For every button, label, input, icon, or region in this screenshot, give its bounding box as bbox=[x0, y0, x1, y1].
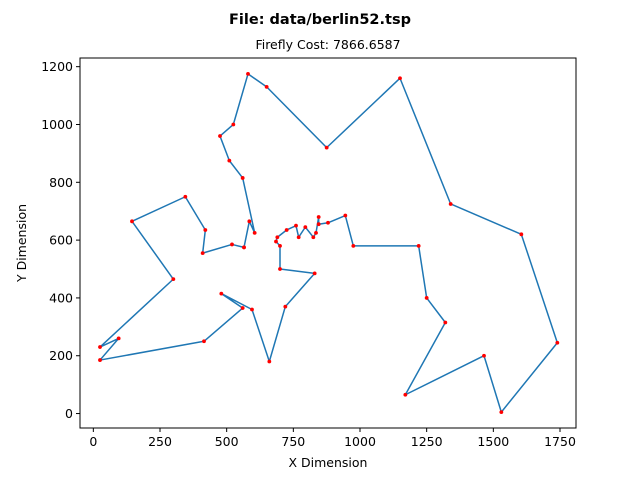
y-tick-label: 400 bbox=[49, 290, 73, 305]
city-point bbox=[171, 277, 176, 282]
city-point bbox=[250, 307, 254, 312]
city-point bbox=[240, 306, 245, 310]
city-point bbox=[555, 340, 560, 345]
x-tick-label: 1750 bbox=[544, 434, 576, 449]
city-point bbox=[98, 345, 102, 349]
city-point bbox=[424, 296, 429, 300]
y-tick-label: 0 bbox=[65, 406, 73, 421]
city-point bbox=[230, 242, 234, 247]
city-point bbox=[231, 122, 236, 127]
city-point bbox=[219, 291, 224, 296]
city-point bbox=[403, 392, 408, 397]
city-point bbox=[482, 353, 486, 358]
city-point bbox=[267, 359, 272, 364]
plot-area bbox=[98, 72, 560, 414]
y-tick-label: 1200 bbox=[41, 59, 73, 74]
city-point bbox=[324, 145, 329, 150]
city-point bbox=[351, 243, 356, 248]
city-point bbox=[398, 76, 402, 81]
city-point bbox=[242, 245, 246, 250]
city-point bbox=[218, 134, 222, 138]
route-line bbox=[99, 73, 559, 413]
city-point bbox=[275, 235, 280, 240]
city-point bbox=[202, 339, 206, 344]
city-point bbox=[448, 202, 453, 206]
city-point bbox=[203, 228, 208, 232]
x-tick-label: 0 bbox=[89, 434, 97, 449]
city-point bbox=[227, 158, 232, 163]
city-point bbox=[274, 239, 278, 244]
city-point bbox=[519, 232, 524, 237]
city-point bbox=[183, 194, 188, 199]
x-axis-ticks: 0 250 500 750 1000 1250 1500 1750 bbox=[89, 428, 576, 449]
x-tick-label: 750 bbox=[281, 434, 305, 449]
city-point bbox=[499, 410, 504, 414]
city-point bbox=[278, 243, 282, 248]
x-tick-label: 1500 bbox=[477, 434, 509, 449]
city-point bbox=[316, 215, 321, 219]
y-tick-label: 800 bbox=[49, 175, 73, 190]
tour-route bbox=[99, 73, 559, 413]
chart-title: Firefly Cost: 7866.6587 bbox=[255, 37, 400, 52]
city-point bbox=[130, 219, 134, 224]
city-point bbox=[416, 243, 421, 248]
x-tick-label: 1000 bbox=[344, 434, 376, 449]
y-tick-label: 200 bbox=[49, 348, 73, 363]
y-tick-label: 1000 bbox=[41, 117, 73, 132]
y-axis-label: Y Dimension bbox=[14, 204, 29, 283]
city-point bbox=[98, 358, 102, 362]
y-tick-label: 600 bbox=[49, 233, 73, 248]
city-point bbox=[316, 222, 321, 227]
city-point bbox=[303, 225, 308, 230]
city-point bbox=[312, 271, 317, 276]
figure-suptitle: File: data/berlin52.tsp bbox=[229, 12, 411, 28]
city-point bbox=[443, 320, 448, 325]
city-point bbox=[311, 235, 316, 240]
city-point bbox=[326, 220, 330, 225]
city-point bbox=[314, 230, 318, 235]
y-axis-ticks: 0 200 400 600 800 1000 1200 bbox=[41, 59, 80, 421]
axes-frame bbox=[79, 57, 577, 429]
city-point bbox=[116, 336, 121, 341]
x-tick-label: 1250 bbox=[411, 434, 443, 449]
city-point bbox=[247, 219, 252, 224]
x-tick-label: 500 bbox=[215, 434, 239, 449]
city-point bbox=[283, 304, 288, 309]
city-point bbox=[246, 72, 250, 76]
city-point bbox=[252, 230, 257, 235]
city-point bbox=[278, 267, 282, 271]
city-point bbox=[294, 223, 298, 228]
city-point bbox=[200, 251, 205, 256]
city-point bbox=[284, 228, 289, 232]
city-points bbox=[98, 72, 560, 414]
x-axis-label: X Dimension bbox=[289, 455, 368, 470]
x-tick-label: 250 bbox=[148, 434, 172, 449]
city-point bbox=[296, 235, 301, 240]
city-point bbox=[240, 176, 245, 180]
city-point bbox=[343, 213, 348, 218]
city-point bbox=[264, 85, 269, 89]
